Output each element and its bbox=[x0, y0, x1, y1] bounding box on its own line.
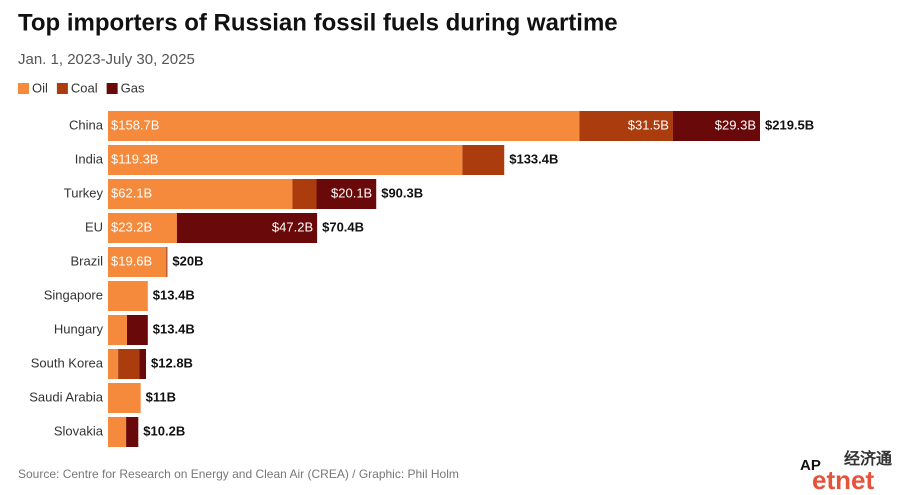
legend-swatch bbox=[106, 83, 118, 94]
legend-label: Gas bbox=[121, 80, 145, 95]
legend-swatch bbox=[56, 83, 68, 94]
category-label: EU bbox=[85, 219, 103, 234]
total-label: $10.2B bbox=[143, 423, 185, 438]
bar-segment bbox=[108, 417, 127, 447]
legend-swatch bbox=[18, 83, 29, 94]
logo-etnet: etnet bbox=[812, 465, 874, 495]
segment-label: $62.1B bbox=[111, 185, 152, 200]
total-label: $12.8B bbox=[151, 355, 193, 370]
chart-subtitle: Jan. 1, 2023-July 30, 2025 bbox=[18, 51, 195, 68]
category-label: Saudi Arabia bbox=[29, 389, 103, 404]
bar-segment bbox=[579, 111, 673, 141]
category-label: Turkey bbox=[64, 185, 104, 200]
total-label: $13.4B bbox=[153, 321, 195, 336]
logo-chinese: 经济通 bbox=[844, 449, 892, 468]
segment-label: $29.3B bbox=[715, 117, 756, 132]
category-label: Hungary bbox=[54, 321, 104, 336]
source: Source: Centre for Research on Energy an… bbox=[18, 467, 459, 481]
category-label: Slovakia bbox=[54, 423, 104, 438]
category-label: Singapore bbox=[44, 287, 103, 302]
bar-segment bbox=[292, 179, 317, 209]
total-label: $133.4B bbox=[509, 151, 558, 166]
segment-label: $158.7B bbox=[111, 117, 159, 132]
bar-segment bbox=[108, 111, 580, 141]
bar-segment bbox=[126, 417, 139, 447]
bar-segment bbox=[176, 213, 318, 243]
logo-ap: AP bbox=[800, 457, 821, 474]
bar-segment bbox=[118, 349, 140, 379]
bar-segment bbox=[139, 349, 147, 379]
bar-segment bbox=[127, 315, 148, 345]
segment-label: $31.5B bbox=[628, 117, 669, 132]
segment-label: $47.2B bbox=[272, 219, 313, 234]
segment-label: $20.1B bbox=[331, 185, 372, 200]
category-label: China bbox=[69, 117, 104, 132]
bar-segment bbox=[108, 315, 128, 345]
total-label: $11B bbox=[146, 389, 176, 404]
total-label: $13.4B bbox=[153, 287, 195, 302]
total-label: $70.4B bbox=[322, 219, 364, 234]
segment-label: $19.6B bbox=[111, 253, 152, 268]
bar-segment bbox=[108, 383, 141, 413]
segment-label: $119.3B bbox=[111, 151, 158, 166]
legend-label: Oil bbox=[32, 80, 48, 95]
bar-segment bbox=[108, 213, 177, 243]
bar-segment bbox=[108, 145, 463, 175]
category-label: South Korea bbox=[31, 355, 104, 370]
bar-segment bbox=[672, 111, 760, 141]
bar-segment bbox=[108, 179, 293, 209]
category-label: India bbox=[75, 151, 104, 166]
bar-segment bbox=[316, 179, 377, 209]
total-label: $219.5B bbox=[765, 117, 814, 132]
bar-segment bbox=[166, 247, 168, 277]
chart-title: Top importers of Russian fossil fuels du… bbox=[18, 9, 618, 36]
total-label: $90.3B bbox=[381, 185, 423, 200]
bar-segment bbox=[462, 145, 505, 175]
legend-label: Coal bbox=[71, 80, 98, 95]
bar-segment bbox=[108, 247, 167, 277]
category-label: Brazil bbox=[70, 253, 103, 268]
bar-segment bbox=[108, 349, 119, 379]
total-label: $20B bbox=[172, 253, 203, 268]
bar-segment bbox=[108, 281, 148, 311]
segment-label: $23.2B bbox=[111, 219, 152, 234]
